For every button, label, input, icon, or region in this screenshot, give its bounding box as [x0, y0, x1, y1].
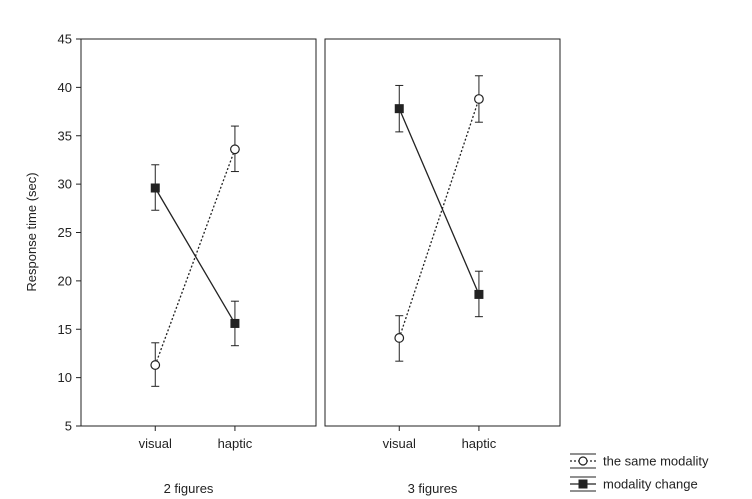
panel-label: 2 figures — [164, 481, 214, 496]
panel-frame — [80, 38, 317, 427]
series-line — [154, 149, 236, 366]
y-tick-label: 25 — [58, 225, 72, 240]
x-tick-label: visual — [139, 436, 172, 451]
series-line — [154, 187, 236, 324]
data-point — [150, 360, 161, 370]
data-point — [230, 318, 240, 328]
y-tick-label: 45 — [58, 32, 72, 47]
series-line — [398, 98, 480, 339]
panel-2: visual haptic 3 figures — [324, 38, 561, 496]
legend: the same modality modality change — [570, 453, 709, 492]
y-tick-label: 20 — [58, 273, 72, 288]
y-tick-label: 5 — [65, 419, 72, 434]
series-line — [398, 108, 480, 295]
y-tick-label: 40 — [58, 80, 72, 95]
series-modality-change — [150, 164, 240, 347]
legend-marker — [578, 456, 588, 466]
series-same-modality — [150, 125, 240, 387]
legend-label: the same modality — [603, 454, 709, 469]
data-point — [394, 333, 405, 343]
data-point — [474, 94, 484, 104]
panel-1: 5 10 15 20 25 30 35 40 45 visual haptic 2 figures — [58, 32, 317, 496]
legend-item: modality change — [570, 476, 698, 492]
data-point — [394, 104, 404, 114]
legend-label: modality change — [603, 477, 698, 492]
series-modality-change — [394, 84, 484, 318]
x-tick-label: haptic — [218, 436, 253, 451]
legend-item: the same modality — [570, 453, 709, 469]
y-axis-label: Response time (sec) — [24, 172, 39, 291]
panel-label: 3 figures — [408, 481, 458, 496]
chart-panels: 5 10 15 20 25 30 35 40 45 visual haptic 2 figures vi… — [58, 32, 561, 496]
data-point — [150, 183, 160, 193]
data-point — [230, 144, 240, 155]
y-tick-label: 30 — [58, 177, 72, 192]
y-tick-label: 35 — [58, 128, 72, 143]
data-point — [474, 289, 484, 299]
x-tick-label: haptic — [462, 436, 497, 451]
series-same-modality — [394, 75, 484, 362]
panel-frame — [324, 38, 561, 427]
y-tick-label: 10 — [58, 370, 72, 385]
legend-marker — [578, 479, 588, 489]
y-tick-label: 15 — [58, 322, 72, 337]
x-tick-label: visual — [383, 436, 416, 451]
